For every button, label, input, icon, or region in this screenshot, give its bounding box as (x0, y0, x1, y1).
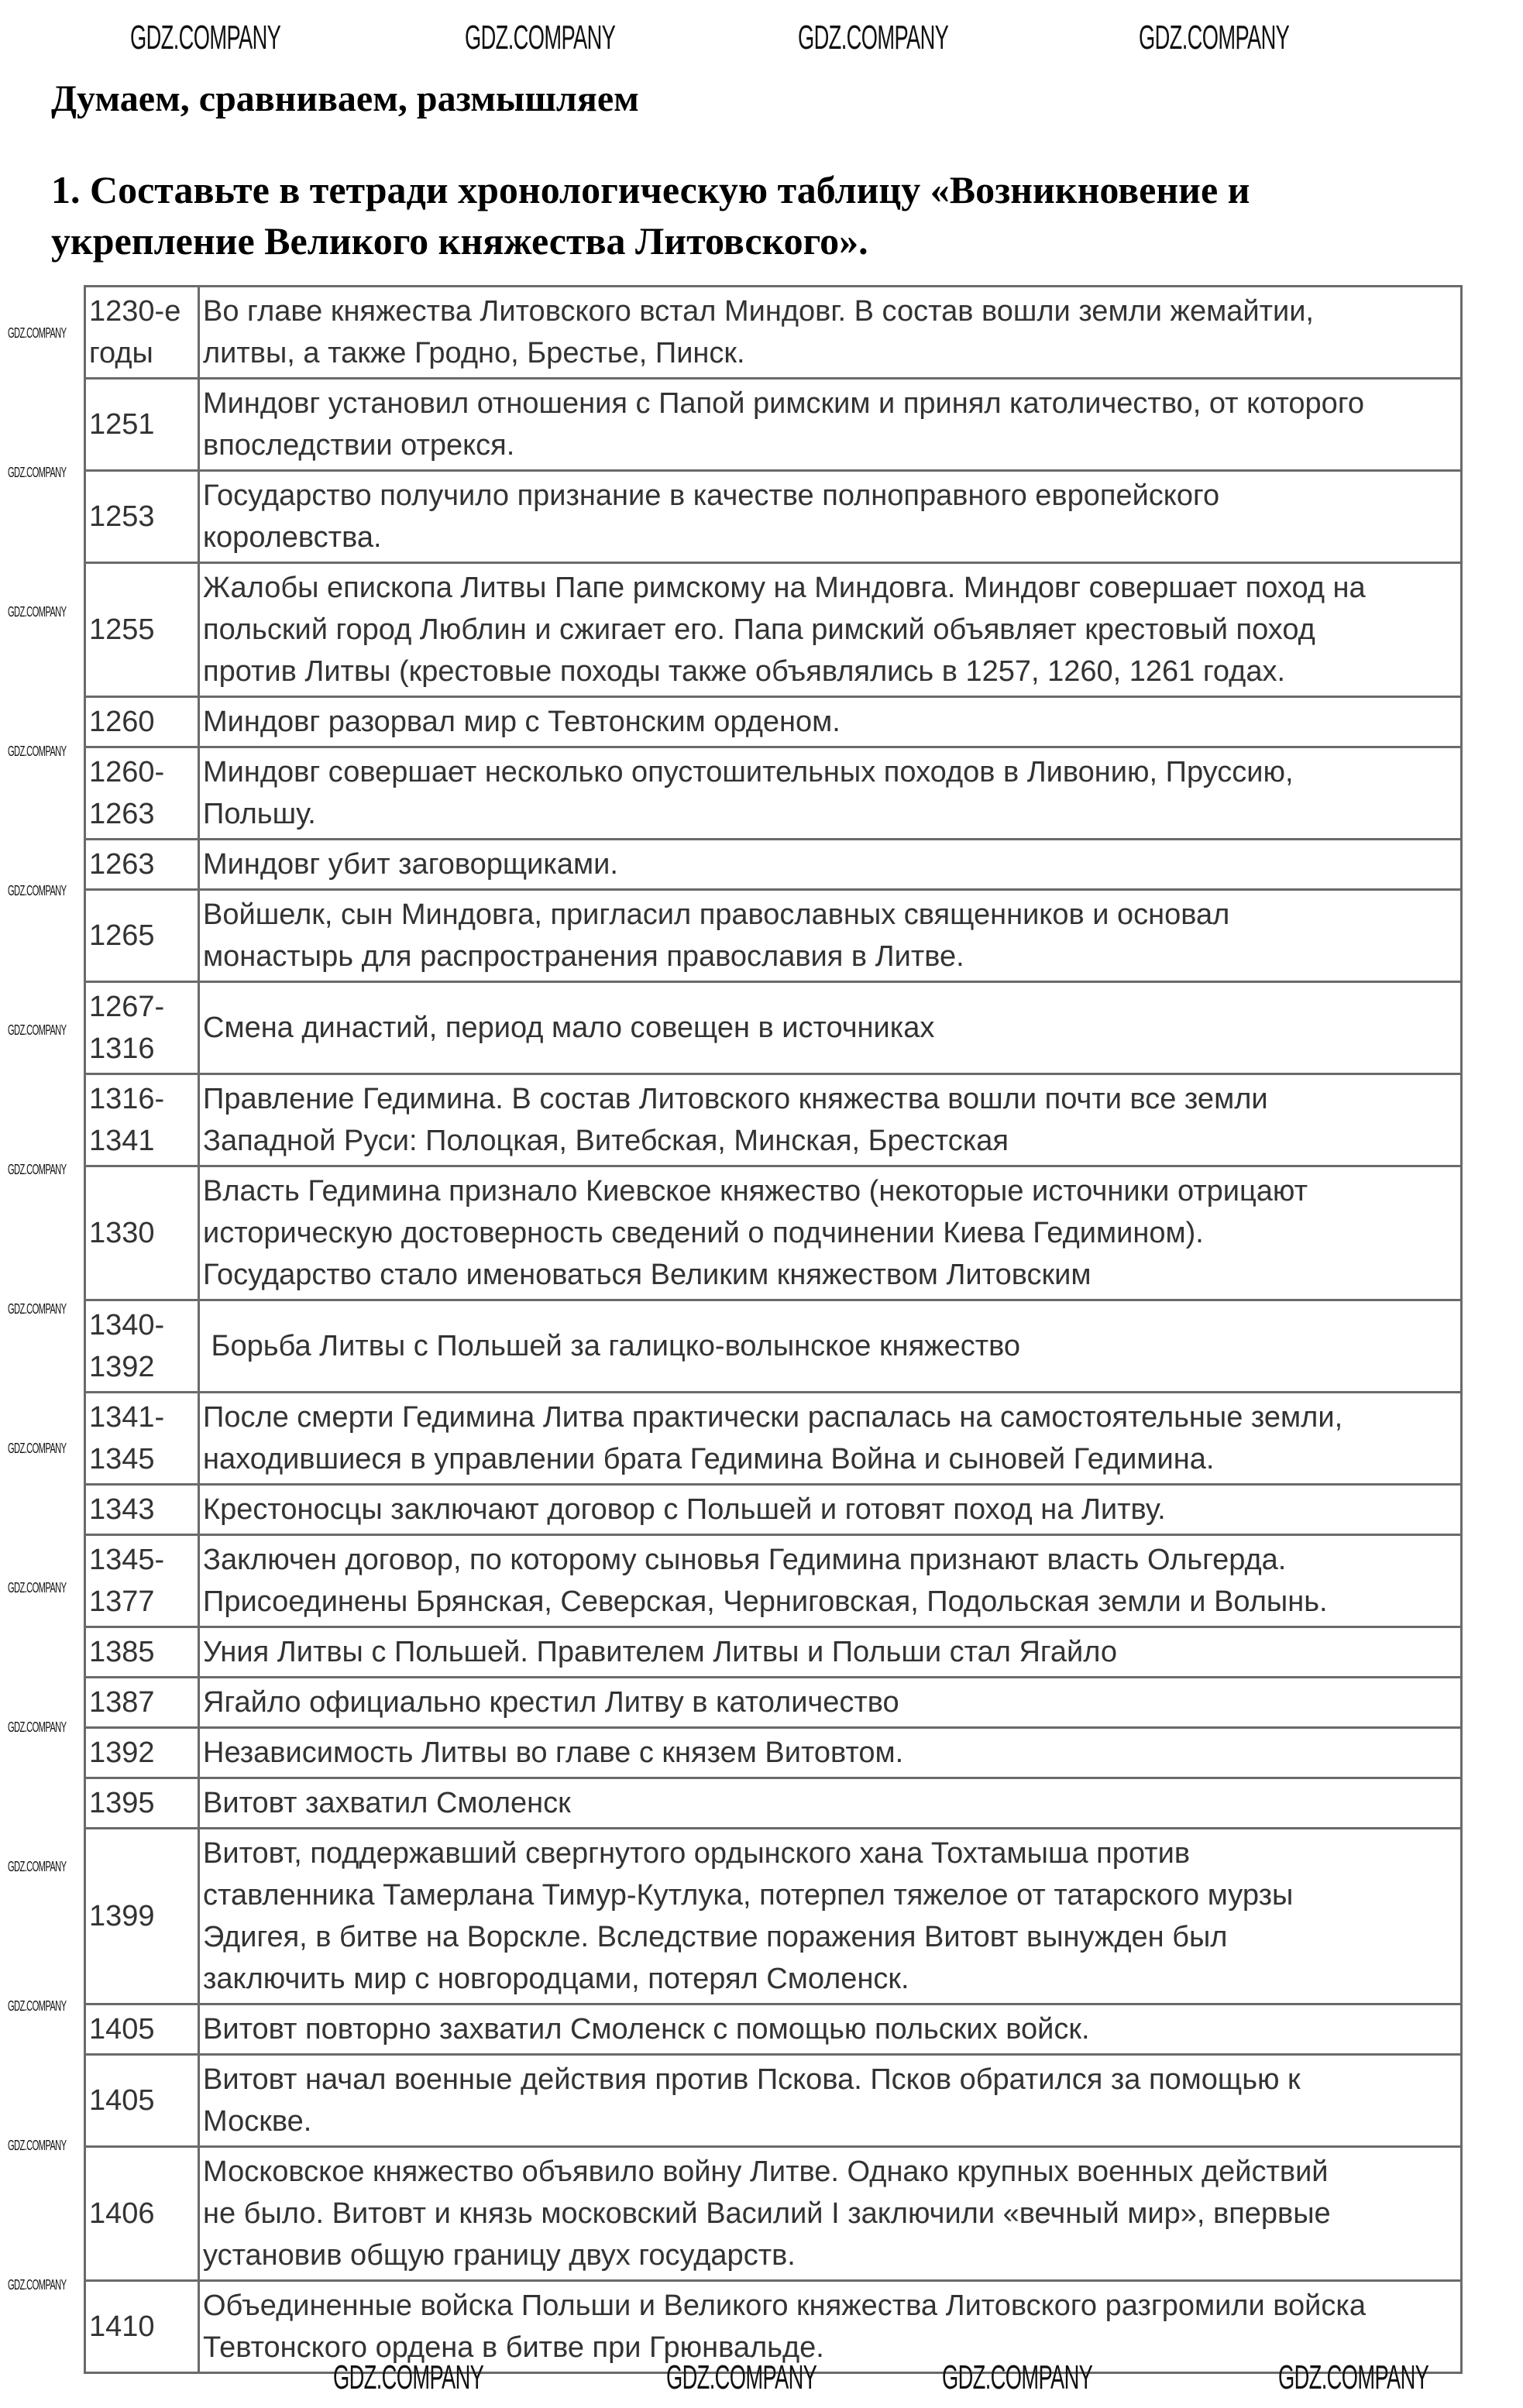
date-cell: 1260- 1263 (84, 746, 200, 840)
watermark-text: GDZ.COMPANY (8, 1162, 67, 1177)
event-cell: Витовт повторно захватил Смоленск с помо… (198, 2003, 1463, 2056)
event-cell: Крестоносцы заключают договор с Польшей … (198, 1483, 1463, 1536)
table-row: 1340- 1392 Борьба Литвы с Польшей за гал… (84, 1299, 1463, 1393)
event-cell: Во главе княжества Литовского встал Минд… (198, 285, 1463, 380)
date-cell: 1251 (84, 377, 200, 472)
table-row: 1387 Ягайло официально крестил Литву в ка… (84, 1676, 1463, 1729)
event-cell: Витовт захватил Смоленск (198, 1777, 1463, 1829)
event-cell: Объединенные войска Польши и Великого кн… (198, 2279, 1463, 2374)
watermark-text: GDZ.COMPANY (8, 1301, 67, 1317)
date-cell: 1343 (84, 1483, 200, 1536)
table-row: 1251 Миндовг установил отношения с Папой … (84, 377, 1463, 472)
date-cell: 1255 (84, 562, 200, 698)
table-row: 1267- 1316 Смена династий, период мало со… (84, 981, 1463, 1075)
table-row: 1341- 1345 После смерти Гедимина Литва пр… (84, 1391, 1463, 1486)
date-cell: 1316- 1341 (84, 1073, 200, 1167)
table-row: 1405 Витовт начал военные действия против… (84, 2053, 1463, 2148)
date-cell: 1340- 1392 (84, 1299, 200, 1393)
event-cell: Миндовг разорвал мир с Тевтонским ордено… (198, 696, 1463, 748)
watermark-text: GDZ.COMPANY (465, 19, 616, 57)
date-cell: 1260 (84, 696, 200, 748)
watermark-text: GDZ.COMPANY (130, 19, 281, 57)
table-row: 1410 Объединенные войска Польши и Великог… (84, 2279, 1463, 2374)
event-cell: Уния Литвы с Польшей. Правителем Литвы и… (198, 1626, 1463, 1678)
date-cell: 1253 (84, 469, 200, 564)
event-cell: Борьба Литвы с Польшей за галицко-волынс… (198, 1299, 1463, 1393)
date-cell: 1385 (84, 1626, 200, 1678)
event-cell: Войшелк, сын Миндовга, пригласил правосл… (198, 888, 1463, 983)
table-row: 1406 Московское княжество объявило войну … (84, 2145, 1463, 2282)
date-cell: 1405 (84, 2053, 200, 2148)
watermark-text: GDZ.COMPANY (798, 19, 949, 57)
watermark-text: GDZ.COMPANY (8, 1859, 67, 1874)
watermark-text: GDZ.COMPANY (8, 1998, 67, 2014)
watermark-text: GDZ.COMPANY (8, 1022, 67, 1038)
event-cell: Заключен договор, по которому сыновья Ге… (198, 1534, 1463, 1628)
table-row: 1392 Независимость Литвы во главе с князе… (84, 1726, 1463, 1779)
watermark-text: GDZ.COMPANY (8, 465, 67, 480)
task-title: 1. Составьте в тетради хронологическую т… (51, 168, 1250, 263)
event-cell: После смерти Гедимина Литва практически … (198, 1391, 1463, 1486)
date-cell: 1392 (84, 1726, 200, 1779)
event-cell: Миндовг установил отношения с Папой римс… (198, 377, 1463, 472)
watermark-text: GDZ.COMPANY (8, 604, 67, 620)
watermark-text: GDZ.COMPANY (8, 1441, 67, 1456)
watermark-text: GDZ.COMPANY (8, 2277, 67, 2293)
table-row: 1345- 1377 Заключен договор, по которому … (84, 1534, 1463, 1628)
watermark-text: GDZ.COMPANY (8, 325, 67, 341)
table-row: 1405 Витовт повторно захватил Смоленск с … (84, 2003, 1463, 2056)
event-cell: Правление Гедимина. В состав Литовского … (198, 1073, 1463, 1167)
table-row: 1263 Миндовг убит заговорщиками. (84, 838, 1463, 891)
event-cell: Ягайло официально крестил Литву в католи… (198, 1676, 1463, 1729)
section-heading: Думаем, сравниваем, размышляем (51, 78, 639, 119)
table-row: 1399 Витовт, поддержавший свергнутого орд… (84, 1827, 1463, 2005)
event-cell: Витовт, поддержавший свергнутого ордынск… (198, 1827, 1463, 2005)
table-row: 1395 Витовт захватил Смоленск (84, 1777, 1463, 1829)
table-row: 1255 Жалобы епископа Литвы Папе римскому … (84, 562, 1463, 698)
date-cell: 1410 (84, 2279, 200, 2374)
chronology-table: 1230-е годы Во главе княжества Литовского… (84, 285, 1463, 2374)
event-cell: Московское княжество объявило войну Литв… (198, 2145, 1463, 2282)
date-cell: 1267- 1316 (84, 981, 200, 1075)
watermark-text: GDZ.COMPANY (8, 744, 67, 759)
watermark-text: GDZ.COMPANY (1139, 19, 1290, 57)
table-row: 1330 Власть Гедимина признало Киевское кн… (84, 1165, 1463, 1301)
event-cell: Миндовг совершает несколько опустошитель… (198, 746, 1463, 840)
date-cell: 1387 (84, 1676, 200, 1729)
watermark-text: GDZ.COMPANY (8, 1719, 67, 1735)
table-row: 1260 Миндовг разорвал мир с Тевтонским ор… (84, 696, 1463, 748)
table-row: 1260- 1263 Миндовг совершает несколько оп… (84, 746, 1463, 840)
date-cell: 1399 (84, 1827, 200, 2005)
event-cell: Жалобы епископа Литвы Папе римскому на М… (198, 562, 1463, 698)
date-cell: 1341- 1345 (84, 1391, 200, 1486)
event-cell: Независимость Литвы во главе с князем Ви… (198, 1726, 1463, 1779)
event-cell: Витовт начал военные действия против Пск… (198, 2053, 1463, 2148)
table-row: 1385 Уния Литвы с Польшей. Правителем Лит… (84, 1626, 1463, 1678)
event-cell: Власть Гедимина признало Киевское княжес… (198, 1165, 1463, 1301)
watermark-text: GDZ.COMPANY (8, 2138, 67, 2153)
date-cell: 1395 (84, 1777, 200, 1829)
table-row: 1265 Войшелк, сын Миндовга, пригласил пра… (84, 888, 1463, 983)
date-cell: 1345- 1377 (84, 1534, 200, 1628)
event-cell: Миндовг убит заговорщиками. (198, 838, 1463, 891)
table-row: 1316- 1341 Правление Гедимина. В состав Л… (84, 1073, 1463, 1167)
date-cell: 1265 (84, 888, 200, 983)
date-cell: 1406 (84, 2145, 200, 2282)
watermark-text: GDZ.COMPANY (8, 883, 67, 898)
table-row: 1230-е годы Во главе княжества Литовского… (84, 285, 1463, 380)
event-cell: Смена династий, период мало совещен в ис… (198, 981, 1463, 1075)
date-cell: 1230-е годы (84, 285, 200, 380)
date-cell: 1405 (84, 2003, 200, 2056)
table-row: 1253 Государство получило признание в кач… (84, 469, 1463, 564)
watermark-text: GDZ.COMPANY (8, 1580, 67, 1596)
event-cell: Государство получило признание в качеств… (198, 469, 1463, 564)
date-cell: 1263 (84, 838, 200, 891)
date-cell: 1330 (84, 1165, 200, 1301)
table-row: 1343 Крестоносцы заключают договор с Поль… (84, 1483, 1463, 1536)
